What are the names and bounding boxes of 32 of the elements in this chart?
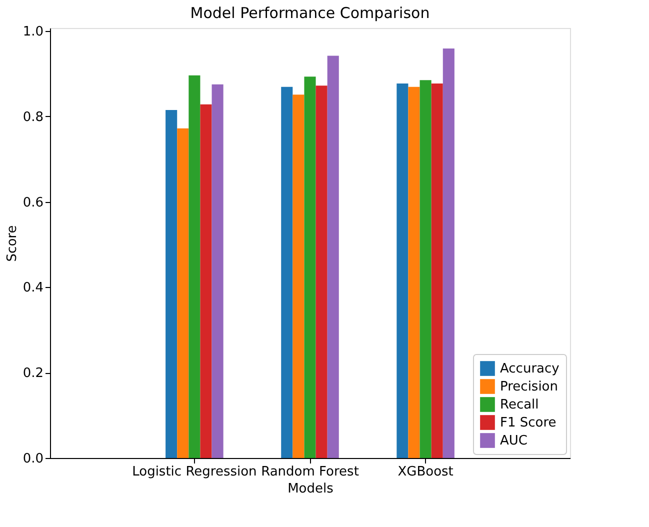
x-tick-label: Logistic Regression <box>132 464 257 480</box>
legend-label: Precision <box>500 380 558 394</box>
bar <box>396 84 408 458</box>
bar <box>292 94 304 458</box>
bar <box>442 48 454 458</box>
legend-label: AUC <box>500 434 528 448</box>
x-tick-label: Random Forest <box>261 464 359 480</box>
bar <box>177 128 189 458</box>
legend-label: Accuracy <box>500 362 560 376</box>
y-tick-label: 0.2 <box>22 366 44 382</box>
chart-title: Model Performance Comparison <box>190 4 430 22</box>
y-tick-label: 1.0 <box>22 24 44 40</box>
bar <box>420 80 432 458</box>
bar <box>327 56 339 458</box>
bar <box>166 110 178 458</box>
y-axis-title: Score <box>4 225 20 262</box>
bar <box>212 84 224 458</box>
legend-label: F1 Score <box>500 416 556 430</box>
bar <box>188 75 200 458</box>
y-tick-label: 0.6 <box>22 195 44 210</box>
bar <box>304 76 316 458</box>
bar <box>408 86 420 458</box>
y-tick-label: 0.0 <box>22 452 44 466</box>
x-axis-title: Models <box>288 482 334 496</box>
legend-label: Recall <box>500 398 539 412</box>
y-tick-label: 0.8 <box>22 110 44 125</box>
bar <box>316 86 328 458</box>
y-tick-label: 0.4 <box>22 280 44 296</box>
bar <box>281 86 293 458</box>
bar <box>200 104 212 458</box>
bar <box>431 84 443 458</box>
x-tick-label: XGBoost <box>398 464 454 480</box>
